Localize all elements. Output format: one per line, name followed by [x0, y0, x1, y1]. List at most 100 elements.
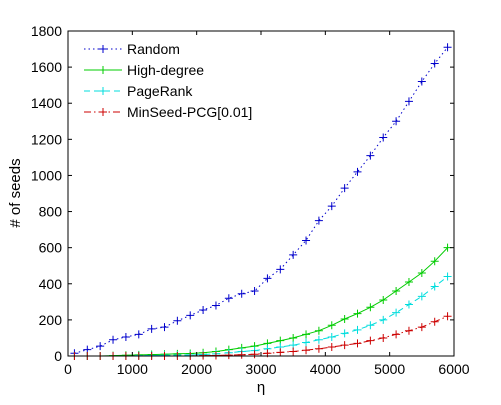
y-tick-label: 800 [39, 204, 63, 220]
data-point [366, 321, 375, 330]
data-point [366, 151, 375, 160]
y-tick-label: 1400 [31, 95, 62, 111]
data-point [443, 43, 452, 52]
data-point [199, 305, 208, 314]
data-point [327, 342, 336, 351]
data-point [327, 202, 336, 211]
data-point [443, 272, 452, 281]
data-point [353, 325, 362, 334]
data-point [173, 316, 182, 325]
data-point [289, 347, 298, 356]
data-point [404, 97, 413, 106]
y-tick-label: 600 [39, 240, 63, 256]
x-tick-label: 3000 [245, 361, 276, 377]
x-tick-label: 2000 [181, 361, 212, 377]
legend-label: High-degree [127, 62, 204, 78]
plot-area [68, 31, 454, 356]
data-point [417, 77, 426, 86]
data-point [340, 341, 349, 350]
data-point [392, 330, 401, 339]
legend-label: Random [127, 41, 180, 57]
axes-group: 0 1000 2000 3000 4000 5000 6000 0 200 400 600 800 10… [31, 23, 470, 377]
legend-marker [99, 87, 107, 95]
x-tick-label: 6000 [438, 361, 469, 377]
legend-label: PageRank [127, 83, 193, 99]
data-point [96, 342, 105, 351]
data-point [366, 336, 375, 345]
data-point [417, 323, 426, 332]
data-point [289, 333, 298, 342]
data-point [109, 335, 118, 344]
y-tick-label: 1000 [31, 167, 62, 183]
y-tick-label: 200 [39, 312, 63, 328]
y-tick-label: 0 [54, 348, 62, 364]
data-point [392, 117, 401, 126]
data-point [430, 59, 439, 68]
data-point [430, 317, 439, 326]
data-point [237, 350, 246, 359]
data-point [366, 303, 375, 312]
data-point [379, 315, 388, 324]
data-point [302, 338, 311, 347]
data-point [417, 268, 426, 277]
data-point [224, 351, 233, 360]
legend-marker [99, 108, 107, 116]
data-point [379, 133, 388, 142]
data-point [327, 321, 336, 330]
data-point [392, 308, 401, 317]
data-point [186, 311, 195, 320]
data-point [276, 348, 285, 357]
data-point [276, 265, 285, 274]
legend-marker [99, 66, 107, 74]
data-point [353, 167, 362, 176]
data-point [404, 277, 413, 286]
x-tick-label: 1000 [117, 361, 148, 377]
data-point [211, 301, 220, 310]
data-point [224, 294, 233, 303]
data-point [237, 289, 246, 298]
legend: Random High-degree PageRank MinSeed-PCG[0.0… [84, 41, 252, 120]
data-point [340, 184, 349, 193]
data-point [443, 312, 452, 321]
y-tick-label: 1600 [31, 59, 62, 75]
data-point [379, 296, 388, 305]
data-point [289, 250, 298, 259]
data-point [430, 282, 439, 291]
data-point [302, 346, 311, 355]
data-point [263, 274, 272, 283]
data-point [314, 216, 323, 225]
data-point [314, 344, 323, 353]
data-point [379, 333, 388, 342]
data-point [211, 351, 220, 360]
data-point [314, 335, 323, 344]
data-point [353, 309, 362, 318]
x-tick-label: 5000 [374, 361, 405, 377]
data-point [160, 323, 169, 332]
data-point [134, 330, 143, 339]
data-point [404, 300, 413, 309]
data-point [404, 326, 413, 335]
y-tick-label: 1800 [31, 23, 62, 39]
data-point [314, 326, 323, 335]
data-point [353, 339, 362, 348]
legend-label: MinSeed-PCG[0.01] [127, 104, 252, 120]
data-point [302, 330, 311, 339]
series-line-0 [74, 46, 448, 354]
y-tick-label: 400 [39, 276, 63, 292]
x-axis-label: η [257, 379, 265, 396]
data-point [250, 350, 259, 359]
legend-marker [99, 45, 107, 53]
data-point [340, 329, 349, 338]
data-point [417, 292, 426, 301]
y-tick-label: 1200 [31, 131, 62, 147]
data-point [392, 287, 401, 295]
data-point [147, 324, 156, 333]
y-axis-label: # of seeds [7, 158, 24, 227]
x-tick-label: 4000 [310, 361, 341, 377]
data-point [327, 333, 336, 342]
data-point [302, 236, 311, 245]
data-point [340, 314, 349, 323]
data-point [250, 287, 259, 295]
